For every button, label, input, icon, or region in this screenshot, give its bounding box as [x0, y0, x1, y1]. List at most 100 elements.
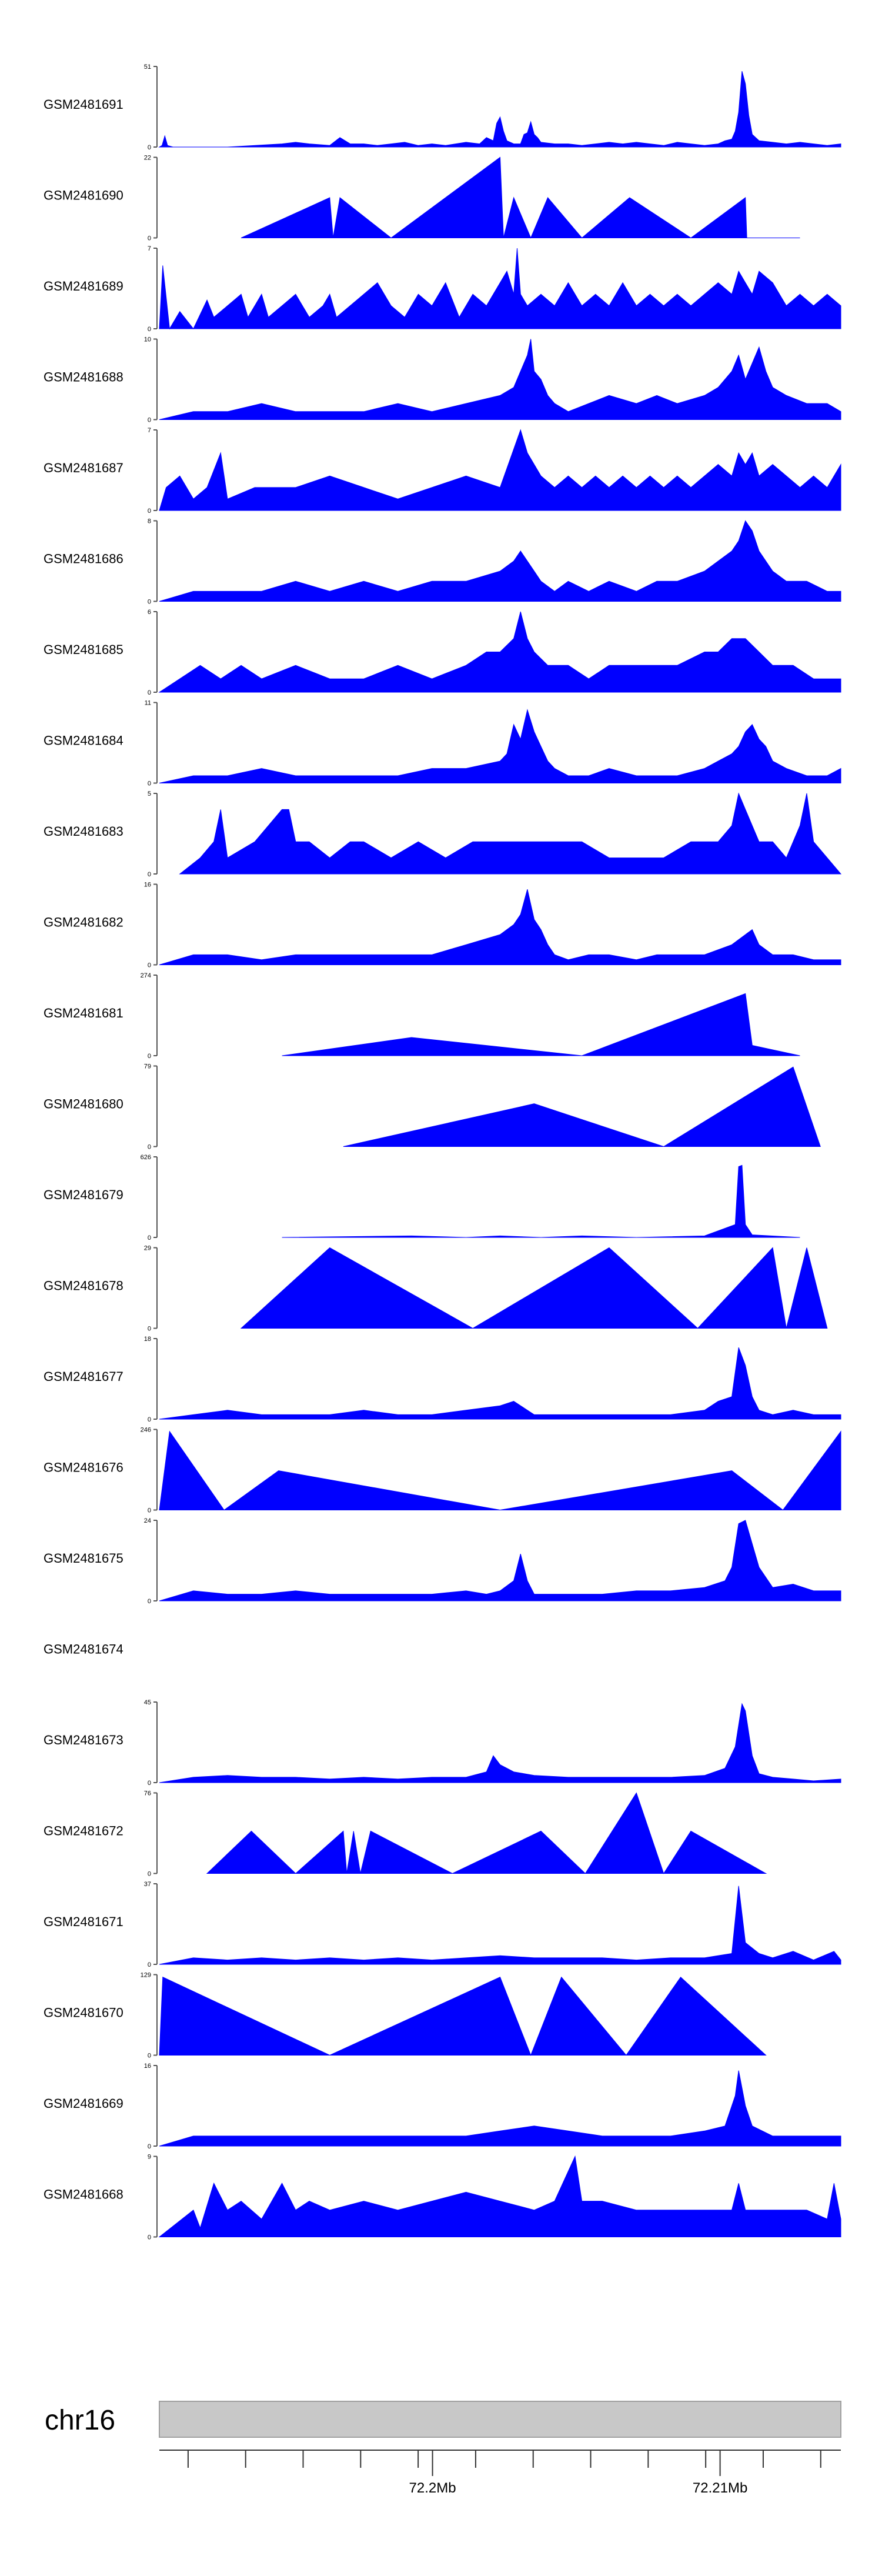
- track-label: GSM2481691: [44, 97, 123, 112]
- coverage-area: [159, 1347, 841, 1420]
- coverage-area: [282, 993, 800, 1056]
- track-GSM2481668: GSM2481668 9 0: [44, 2154, 841, 2241]
- track-label: GSM2481673: [44, 1733, 123, 1747]
- track-label: GSM2481668: [44, 2187, 123, 2202]
- coverage-area: [159, 889, 841, 965]
- y-min-label: 0: [148, 1416, 151, 1423]
- track-GSM2481676: GSM2481676 246 0: [44, 1427, 841, 1514]
- track-label: GSM2481683: [44, 824, 123, 839]
- y-min-label: 0: [148, 417, 151, 424]
- y-min-label: 0: [148, 599, 151, 606]
- y-min-label: 0: [148, 1871, 151, 1878]
- coverage-area: [159, 520, 841, 602]
- y-max-label: 79: [144, 1063, 151, 1070]
- track-GSM2481683: GSM2481683 5 0: [44, 790, 842, 878]
- coverage-area: [159, 339, 841, 420]
- track-label: GSM2481675: [44, 1551, 123, 1566]
- track-label: GSM2481670: [44, 2006, 123, 2020]
- y-min-label: 0: [148, 1234, 151, 1242]
- y-min-label: 0: [148, 2053, 151, 2060]
- track-GSM2481681: GSM2481681 274 0: [44, 972, 800, 1060]
- track-GSM2481686: GSM2481686 8 0: [44, 518, 841, 606]
- y-min-label: 0: [148, 1507, 151, 1514]
- y-max-label: 274: [141, 972, 151, 979]
- coverage-area: [159, 1886, 841, 1965]
- track-label: GSM2481687: [44, 461, 123, 475]
- y-max-label: 37: [144, 1881, 151, 1888]
- coverage-area: [343, 1066, 821, 1147]
- y-max-label: 16: [144, 882, 151, 889]
- track-GSM2481690: GSM2481690 22 0: [44, 155, 800, 242]
- y-min-label: 0: [148, 144, 151, 151]
- coverage-area: [240, 156, 800, 239]
- y-min-label: 0: [148, 689, 151, 696]
- y-min-label: 0: [148, 1961, 151, 1968]
- coverage-area: [159, 1703, 841, 1783]
- coverage-area: [179, 792, 842, 875]
- y-max-label: 7: [148, 245, 151, 252]
- chromosome-label: chr16: [45, 2405, 115, 2436]
- y-min-label: 0: [148, 508, 151, 515]
- track-label: GSM2481671: [44, 1914, 123, 1929]
- y-min-label: 0: [148, 871, 151, 878]
- track-GSM2481687: GSM2481687 7 0: [44, 427, 841, 515]
- track-label: GSM2481689: [44, 279, 123, 293]
- track-GSM2481674: GSM2481674: [44, 1642, 123, 1657]
- track-GSM2481669: GSM2481669 16 0: [44, 2063, 841, 2150]
- coverage-area: [159, 1976, 767, 2056]
- track-GSM2481680: GSM2481680 79 0: [44, 1063, 821, 1151]
- track-label: GSM2481674: [44, 1642, 123, 1657]
- y-max-label: 7: [148, 427, 151, 434]
- y-max-label: 5: [148, 790, 151, 798]
- y-max-label: 9: [148, 2154, 151, 2161]
- y-max-label: 22: [144, 155, 151, 162]
- coverage-area: [158, 611, 841, 693]
- coverage-area: [158, 71, 841, 148]
- track-label: GSM2481669: [44, 2096, 123, 2111]
- axis-tick-label: 72.21Mb: [693, 2480, 747, 2496]
- coverage-area: [159, 2070, 841, 2147]
- track-GSM2481675: GSM2481675 24 0: [44, 1517, 841, 1605]
- y-min-label: 0: [148, 2143, 151, 2150]
- track-label: GSM2481684: [44, 733, 123, 748]
- y-max-label: 6: [148, 609, 151, 616]
- y-max-label: 29: [144, 1245, 151, 1252]
- track-label: GSM2481672: [44, 1824, 123, 1838]
- y-min-label: 0: [148, 1144, 151, 1151]
- y-max-label: 8: [148, 518, 151, 525]
- y-min-label: 0: [148, 962, 151, 969]
- track-panel: GSM2481691510GSM2481690220GSM248168970GS…: [44, 64, 842, 2241]
- coverage-area: [206, 1792, 767, 1874]
- track-GSM2481679: GSM2481679 626 0: [44, 1154, 800, 1242]
- y-max-label: 16: [144, 2063, 151, 2070]
- genome-axis: chr16 72.2Mb 72.21Mb: [45, 2401, 841, 2496]
- y-min-label: 0: [148, 326, 151, 333]
- track-label: GSM2481681: [44, 1006, 123, 1020]
- y-max-label: 51: [144, 64, 151, 71]
- track-label: GSM2481682: [44, 915, 123, 930]
- y-min-label: 0: [148, 2234, 151, 2241]
- y-min-label: 0: [148, 1780, 151, 1787]
- track-GSM2481673: GSM2481673 45 0: [44, 1699, 841, 1787]
- track-label: GSM2481676: [44, 1460, 123, 1475]
- y-max-label: 76: [144, 1790, 151, 1797]
- track-label: GSM2481688: [44, 370, 123, 385]
- axis-tick-label: 72.2Mb: [409, 2480, 456, 2496]
- track-label: GSM2481690: [44, 188, 123, 203]
- y-max-label: 10: [144, 336, 151, 343]
- coverage-area: [159, 429, 841, 511]
- track-GSM2481688: GSM2481688 10 0: [44, 336, 841, 424]
- track-label: GSM2481685: [44, 642, 123, 657]
- track-GSM2481682: GSM2481682 16 0: [44, 882, 841, 969]
- y-max-label: 11: [145, 700, 151, 707]
- y-max-label: 24: [144, 1517, 151, 1524]
- track-label: GSM2481686: [44, 552, 123, 566]
- track-label: GSM2481679: [44, 1187, 123, 1202]
- y-min-label: 0: [148, 1326, 151, 1333]
- y-min-label: 0: [148, 1053, 151, 1060]
- coverage-area: [282, 1164, 800, 1238]
- track-GSM2481685: GSM2481685 6 0: [44, 609, 841, 696]
- y-max-label: 129: [141, 1972, 151, 1979]
- track-GSM2481689: GSM2481689 7 0: [44, 245, 841, 333]
